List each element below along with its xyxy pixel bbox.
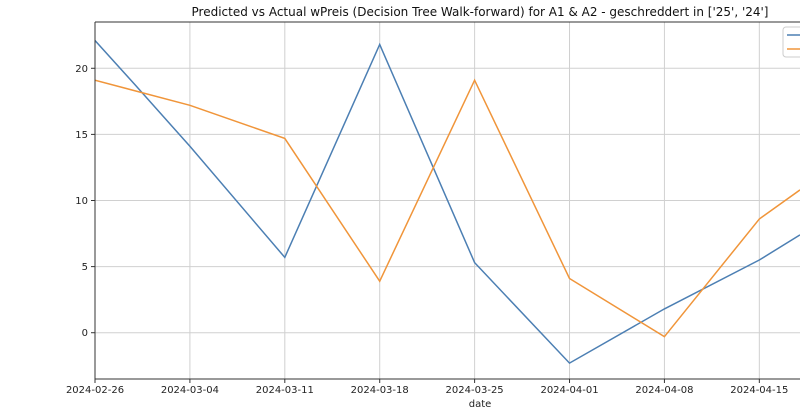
legend bbox=[782, 26, 800, 58]
x-tick-label: 2024-03-04 bbox=[161, 385, 219, 396]
x-tick-label: 2024-03-18 bbox=[351, 385, 409, 396]
x-tick-label: 2024-02-26 bbox=[66, 385, 124, 396]
chart-title: Predicted vs Actual wPreis (Decision Tre… bbox=[192, 5, 769, 19]
y-tick-label: 10 bbox=[75, 196, 88, 207]
series-line-2 bbox=[95, 78, 800, 338]
grid-lines bbox=[94, 22, 800, 379]
x-tick-label: 2024-03-11 bbox=[256, 385, 314, 396]
x-tick-label: 2024-04-08 bbox=[635, 385, 693, 396]
x-tick-label: 2024-04-15 bbox=[730, 385, 788, 396]
x-axis-ticks: 2024-02-26 2024-03-04 2024-03-11 2024-03-18… bbox=[66, 379, 788, 396]
y-tick-label: 20 bbox=[75, 64, 88, 75]
x-tick-label: 2024-03-25 bbox=[446, 385, 504, 396]
x-tick-label: 2024-04-01 bbox=[540, 385, 598, 396]
y-axis-ticks: 0 5 10 15 20 bbox=[75, 64, 95, 339]
series-layer bbox=[95, 39, 800, 365]
x-axis-label: date bbox=[469, 399, 492, 410]
y-tick-label: 5 bbox=[82, 262, 88, 273]
series-line-1 bbox=[95, 39, 800, 365]
y-tick-label: 0 bbox=[82, 328, 88, 339]
legend-box bbox=[782, 26, 800, 58]
y-tick-label: 15 bbox=[75, 130, 88, 141]
